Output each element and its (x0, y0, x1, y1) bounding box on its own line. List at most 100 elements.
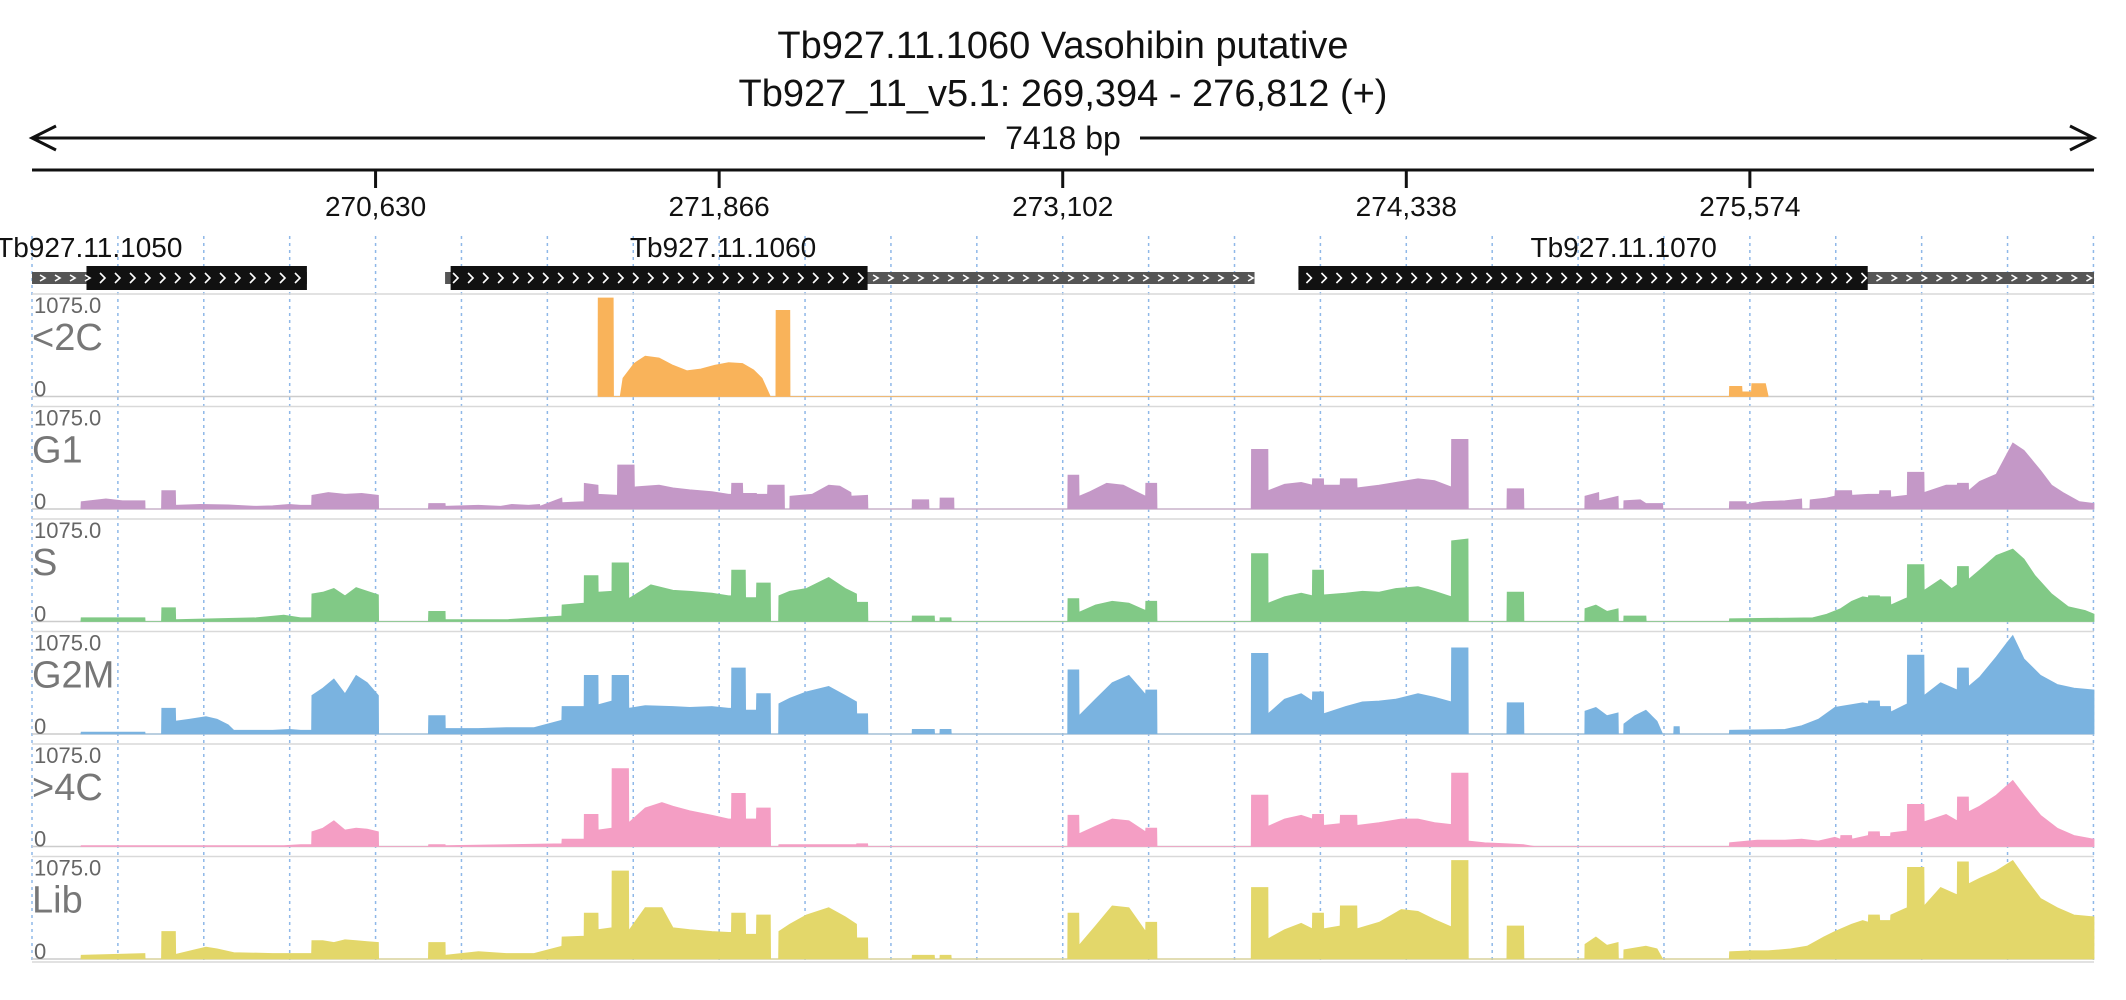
tick-label: 275,574 (1699, 191, 1800, 222)
track-max-label: 1075.0 (34, 518, 101, 543)
strand-arrow (219, 272, 227, 284)
strand-arrow (1725, 272, 1733, 284)
track-max-label: 1075.0 (34, 743, 101, 768)
strand-arrow (632, 272, 640, 284)
strand-arrow (234, 272, 242, 284)
track-2: 1075.0 0 S (32, 518, 2095, 627)
strand-arrow (842, 272, 850, 284)
strand-arrow (1217, 274, 1225, 282)
strand-arrow (84, 274, 92, 282)
gene-label: Tb927.11.1050 (0, 232, 182, 263)
span-arrow-left-head (28, 124, 57, 152)
strand-arrow (617, 272, 625, 284)
track-min-label: 0 (34, 377, 46, 402)
track-name: >4C (32, 767, 103, 809)
strand-arrow (1395, 272, 1403, 284)
strand-arrow (1067, 274, 1075, 282)
strand-arrow (1247, 274, 1255, 282)
strand-arrow (2071, 274, 2078, 282)
strand-arrow (692, 272, 700, 284)
strand-arrow (1635, 272, 1643, 284)
strand-arrow (1845, 272, 1853, 284)
strand-arrow (827, 272, 835, 284)
gene-cds (450, 266, 868, 290)
strand-arrow (557, 272, 565, 284)
strand-arrow (1695, 272, 1703, 284)
strand-arrow (1545, 272, 1553, 284)
strand-arrow (857, 272, 865, 284)
gene-cds (1298, 266, 1868, 290)
strand-arrow (2086, 274, 2093, 282)
track-1: 1075.0 0 G1 (32, 406, 2095, 514)
strand-arrow (1320, 272, 1328, 284)
track-name: G2M (32, 655, 114, 697)
strand-arrow (1620, 272, 1628, 284)
strand-arrow (1785, 272, 1793, 284)
strand-arrow (872, 274, 880, 282)
strand-arrow (1172, 274, 1180, 282)
strand-arrow (1710, 272, 1718, 284)
coverage-tracks: 1075.00<2C1075.00G11075.00S1075.00G2M107… (32, 293, 2095, 964)
strand-arrow (2041, 274, 2048, 282)
coverage-area (80, 859, 2095, 960)
tick-label: 270,630 (325, 191, 426, 222)
strand-arrow (159, 272, 167, 284)
strand-arrow (1097, 274, 1105, 282)
strand-arrow (2026, 274, 2033, 282)
strand-arrow (1770, 272, 1778, 284)
track-4: 1075.0 0 >4C (32, 743, 2095, 852)
coverage-area (80, 768, 2095, 847)
track-max-label: 1075.0 (34, 293, 101, 318)
chart-title: Tb927.11.1060 Vasohibin putative (777, 25, 1348, 67)
strand-arrow (1365, 272, 1373, 284)
track-0: 1075.0 0 <2C (32, 293, 2094, 402)
strand-arrow (992, 274, 1000, 282)
strand-arrow (1981, 274, 1988, 282)
strand-arrow (1680, 272, 1688, 284)
strand-arrow (1037, 274, 1045, 282)
strand-arrow (1470, 272, 1478, 284)
strand-arrow (1921, 274, 1928, 282)
strand-arrow (1187, 274, 1195, 282)
strand-arrow (1410, 272, 1418, 284)
strand-arrow (797, 272, 805, 284)
strand-arrow (782, 272, 790, 284)
strand-arrow (1082, 274, 1090, 282)
strand-arrow (1440, 272, 1448, 284)
tick-label: 273,102 (1012, 191, 1113, 222)
strand-arrow (737, 272, 745, 284)
locus-label: Tb927_11_v5.1: 269,394 - 276,812 (+) (739, 73, 1388, 115)
strand-arrow (1830, 272, 1838, 284)
strand-arrow (917, 274, 925, 282)
track-max-label: 1075.0 (34, 406, 101, 431)
track-name: <2C (32, 317, 103, 359)
strand-arrow (1590, 272, 1598, 284)
strand-arrow (767, 272, 775, 284)
strand-arrow (264, 272, 272, 284)
strand-arrow (572, 272, 580, 284)
coverage-area (80, 634, 2095, 735)
strand-arrow (1800, 272, 1808, 284)
strand-arrow (1425, 272, 1433, 284)
strand-arrow (1740, 272, 1748, 284)
track-5: 1075.0 0 Lib (32, 856, 2095, 964)
strand-arrow (1157, 274, 1165, 282)
strand-arrow (932, 274, 940, 282)
track-max-label: 1075.0 (34, 856, 101, 881)
strand-arrow (587, 272, 595, 284)
strand-arrow (1380, 272, 1388, 284)
strand-arrow (482, 272, 490, 284)
gene-label: Tb927.11.1060 (630, 232, 816, 263)
strand-arrow (39, 274, 47, 282)
strand-arrow (962, 274, 970, 282)
track-name: G1 (32, 430, 83, 472)
strand-arrow (1650, 272, 1658, 284)
strand-arrow (1966, 274, 1973, 282)
strand-arrow (1665, 272, 1673, 284)
tick-label: 274,338 (1356, 191, 1457, 222)
strand-arrow (1936, 274, 1943, 282)
strand-arrow (1815, 272, 1823, 284)
strand-arrow (204, 272, 212, 284)
strand-arrow (947, 274, 955, 282)
